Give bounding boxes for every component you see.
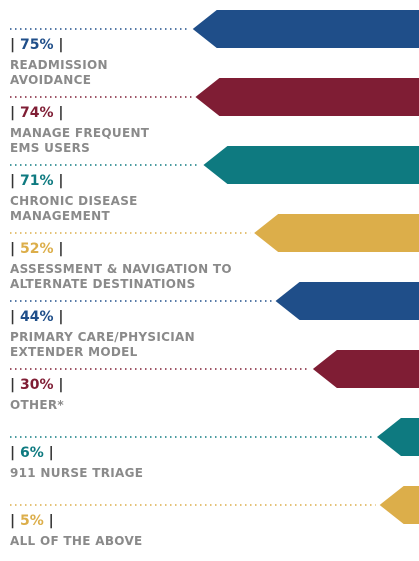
arrow-bar (254, 214, 419, 252)
percent-label: | 52% | (10, 241, 64, 257)
value-label: 52% (20, 241, 54, 257)
value-label: 44% (20, 309, 54, 325)
value-label: 6% (20, 445, 44, 461)
category-label: READMISSION AVOIDANCE (10, 58, 108, 87)
percent-label: | 71% | (10, 173, 64, 189)
category-label: 911 NURSE TRIAGE (10, 466, 144, 480)
percent-label: | 44% | (10, 309, 64, 325)
arrow-bar (376, 418, 419, 456)
category-label: CHRONIC DISEASE MANAGEMENT (10, 194, 138, 223)
percent-label: | 75% | (10, 37, 64, 53)
percent-label: | 30% | (10, 377, 64, 393)
value-label: 75% (20, 37, 54, 53)
value-label: 30% (20, 377, 54, 393)
arrow-bar (312, 350, 419, 388)
category-label: ASSESSMENT & NAVIGATION TO ALTERNATE DES… (10, 262, 232, 291)
category-label: PRIMARY CARE/PHYSICIAN EXTENDER MODEL (10, 330, 195, 359)
category-label: OTHER* (10, 398, 64, 412)
category-label: MANAGE FREQUENT EMS USERS (10, 126, 150, 155)
arrow-bar (192, 10, 419, 48)
value-label: 71% (20, 173, 54, 189)
value-label: 5% (20, 513, 44, 529)
arrow-bar (203, 146, 419, 184)
value-label: 74% (20, 105, 54, 121)
category-label: ALL OF THE ABOVE (10, 534, 143, 548)
arrow-bar (275, 282, 419, 320)
arrow-bar (379, 486, 419, 524)
percent-label: | 6% | (10, 445, 54, 461)
percent-label: | 74% | (10, 105, 64, 121)
arrow-bar (195, 78, 419, 116)
percent-label: | 5% | (10, 513, 54, 529)
